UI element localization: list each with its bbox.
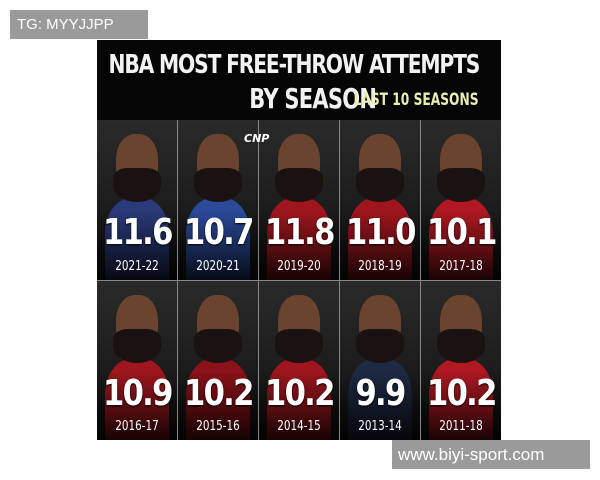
cnp-logo: CNP xyxy=(244,132,270,145)
player-tile: 10.2 2011-18 xyxy=(421,280,501,440)
fta-value: 10.2 xyxy=(265,372,335,414)
season-label: 2019-20 xyxy=(277,258,321,274)
infographic: NBA MOST FREE-THROW ATTEMPTS BY SEASON L… xyxy=(97,40,501,440)
season-label: 2017-18 xyxy=(439,258,483,274)
fta-value: 10.9 xyxy=(103,372,173,414)
beard xyxy=(113,328,161,363)
beard xyxy=(275,168,323,202)
shade xyxy=(97,209,177,280)
watermark-bottom: www.biyi-sport.com xyxy=(392,440,590,469)
fta-value: 10.2 xyxy=(184,372,254,414)
beard xyxy=(437,328,485,363)
shade xyxy=(259,209,339,280)
season-label: 2014-15 xyxy=(277,419,321,434)
beard xyxy=(275,328,323,363)
player-tile: 10.2 2015-16 xyxy=(178,280,258,440)
player-tile: 10.1 2017-18 xyxy=(421,120,501,280)
player-tile: 11.6 2021-22 xyxy=(97,120,177,280)
beard xyxy=(113,168,161,202)
fta-value: 11.0 xyxy=(346,212,416,253)
poster-header: NBA MOST FREE-THROW ATTEMPTS BY SEASON L… xyxy=(97,40,501,120)
shade xyxy=(178,370,258,440)
fta-value: 10.1 xyxy=(427,212,497,253)
player-tile: 10.9 2016-17 xyxy=(97,280,177,440)
season-label: 2015-16 xyxy=(196,419,240,434)
season-label: 2021-22 xyxy=(115,258,159,274)
player-grid: 11.6 2021-22 10.7 2020-21 11.8 2019-20 11.0 201… xyxy=(97,120,501,440)
beard xyxy=(356,328,404,363)
watermark-top: TG: MYYJJPP xyxy=(10,10,148,39)
shade xyxy=(421,209,501,280)
shade xyxy=(259,370,339,440)
season-label: 2020-21 xyxy=(196,258,240,274)
title-line1: NBA MOST FREE-THROW ATTEMPTS xyxy=(108,50,480,80)
fta-value: 11.8 xyxy=(265,212,335,253)
beard xyxy=(437,168,485,202)
shade xyxy=(421,370,501,440)
fta-value: 9.9 xyxy=(355,372,406,414)
shade xyxy=(340,370,420,440)
fta-value: 11.6 xyxy=(103,212,173,253)
beard xyxy=(356,168,404,202)
shade xyxy=(340,209,420,280)
player-tile: 9.9 2013-14 xyxy=(340,280,420,440)
shade xyxy=(97,370,177,440)
fta-value: 10.2 xyxy=(427,372,497,414)
season-label: 2011-18 xyxy=(439,419,483,434)
beard xyxy=(194,168,242,202)
fta-value: 10.7 xyxy=(184,212,254,253)
player-tile: 11.0 2018-19 xyxy=(340,120,420,280)
beard xyxy=(194,328,242,363)
player-tile: 10.7 2020-21 xyxy=(178,120,258,280)
season-label: 2013-14 xyxy=(358,419,402,434)
title-line2: BY SEASON xyxy=(249,82,377,115)
season-label: 2018-19 xyxy=(358,258,402,274)
subtitle: LAST 10 SEASONS xyxy=(354,90,479,110)
season-label: 2016-17 xyxy=(115,419,159,434)
player-tile: 11.8 2019-20 xyxy=(259,120,339,280)
player-tile: 10.2 2014-15 xyxy=(259,280,339,440)
shade xyxy=(178,209,258,280)
